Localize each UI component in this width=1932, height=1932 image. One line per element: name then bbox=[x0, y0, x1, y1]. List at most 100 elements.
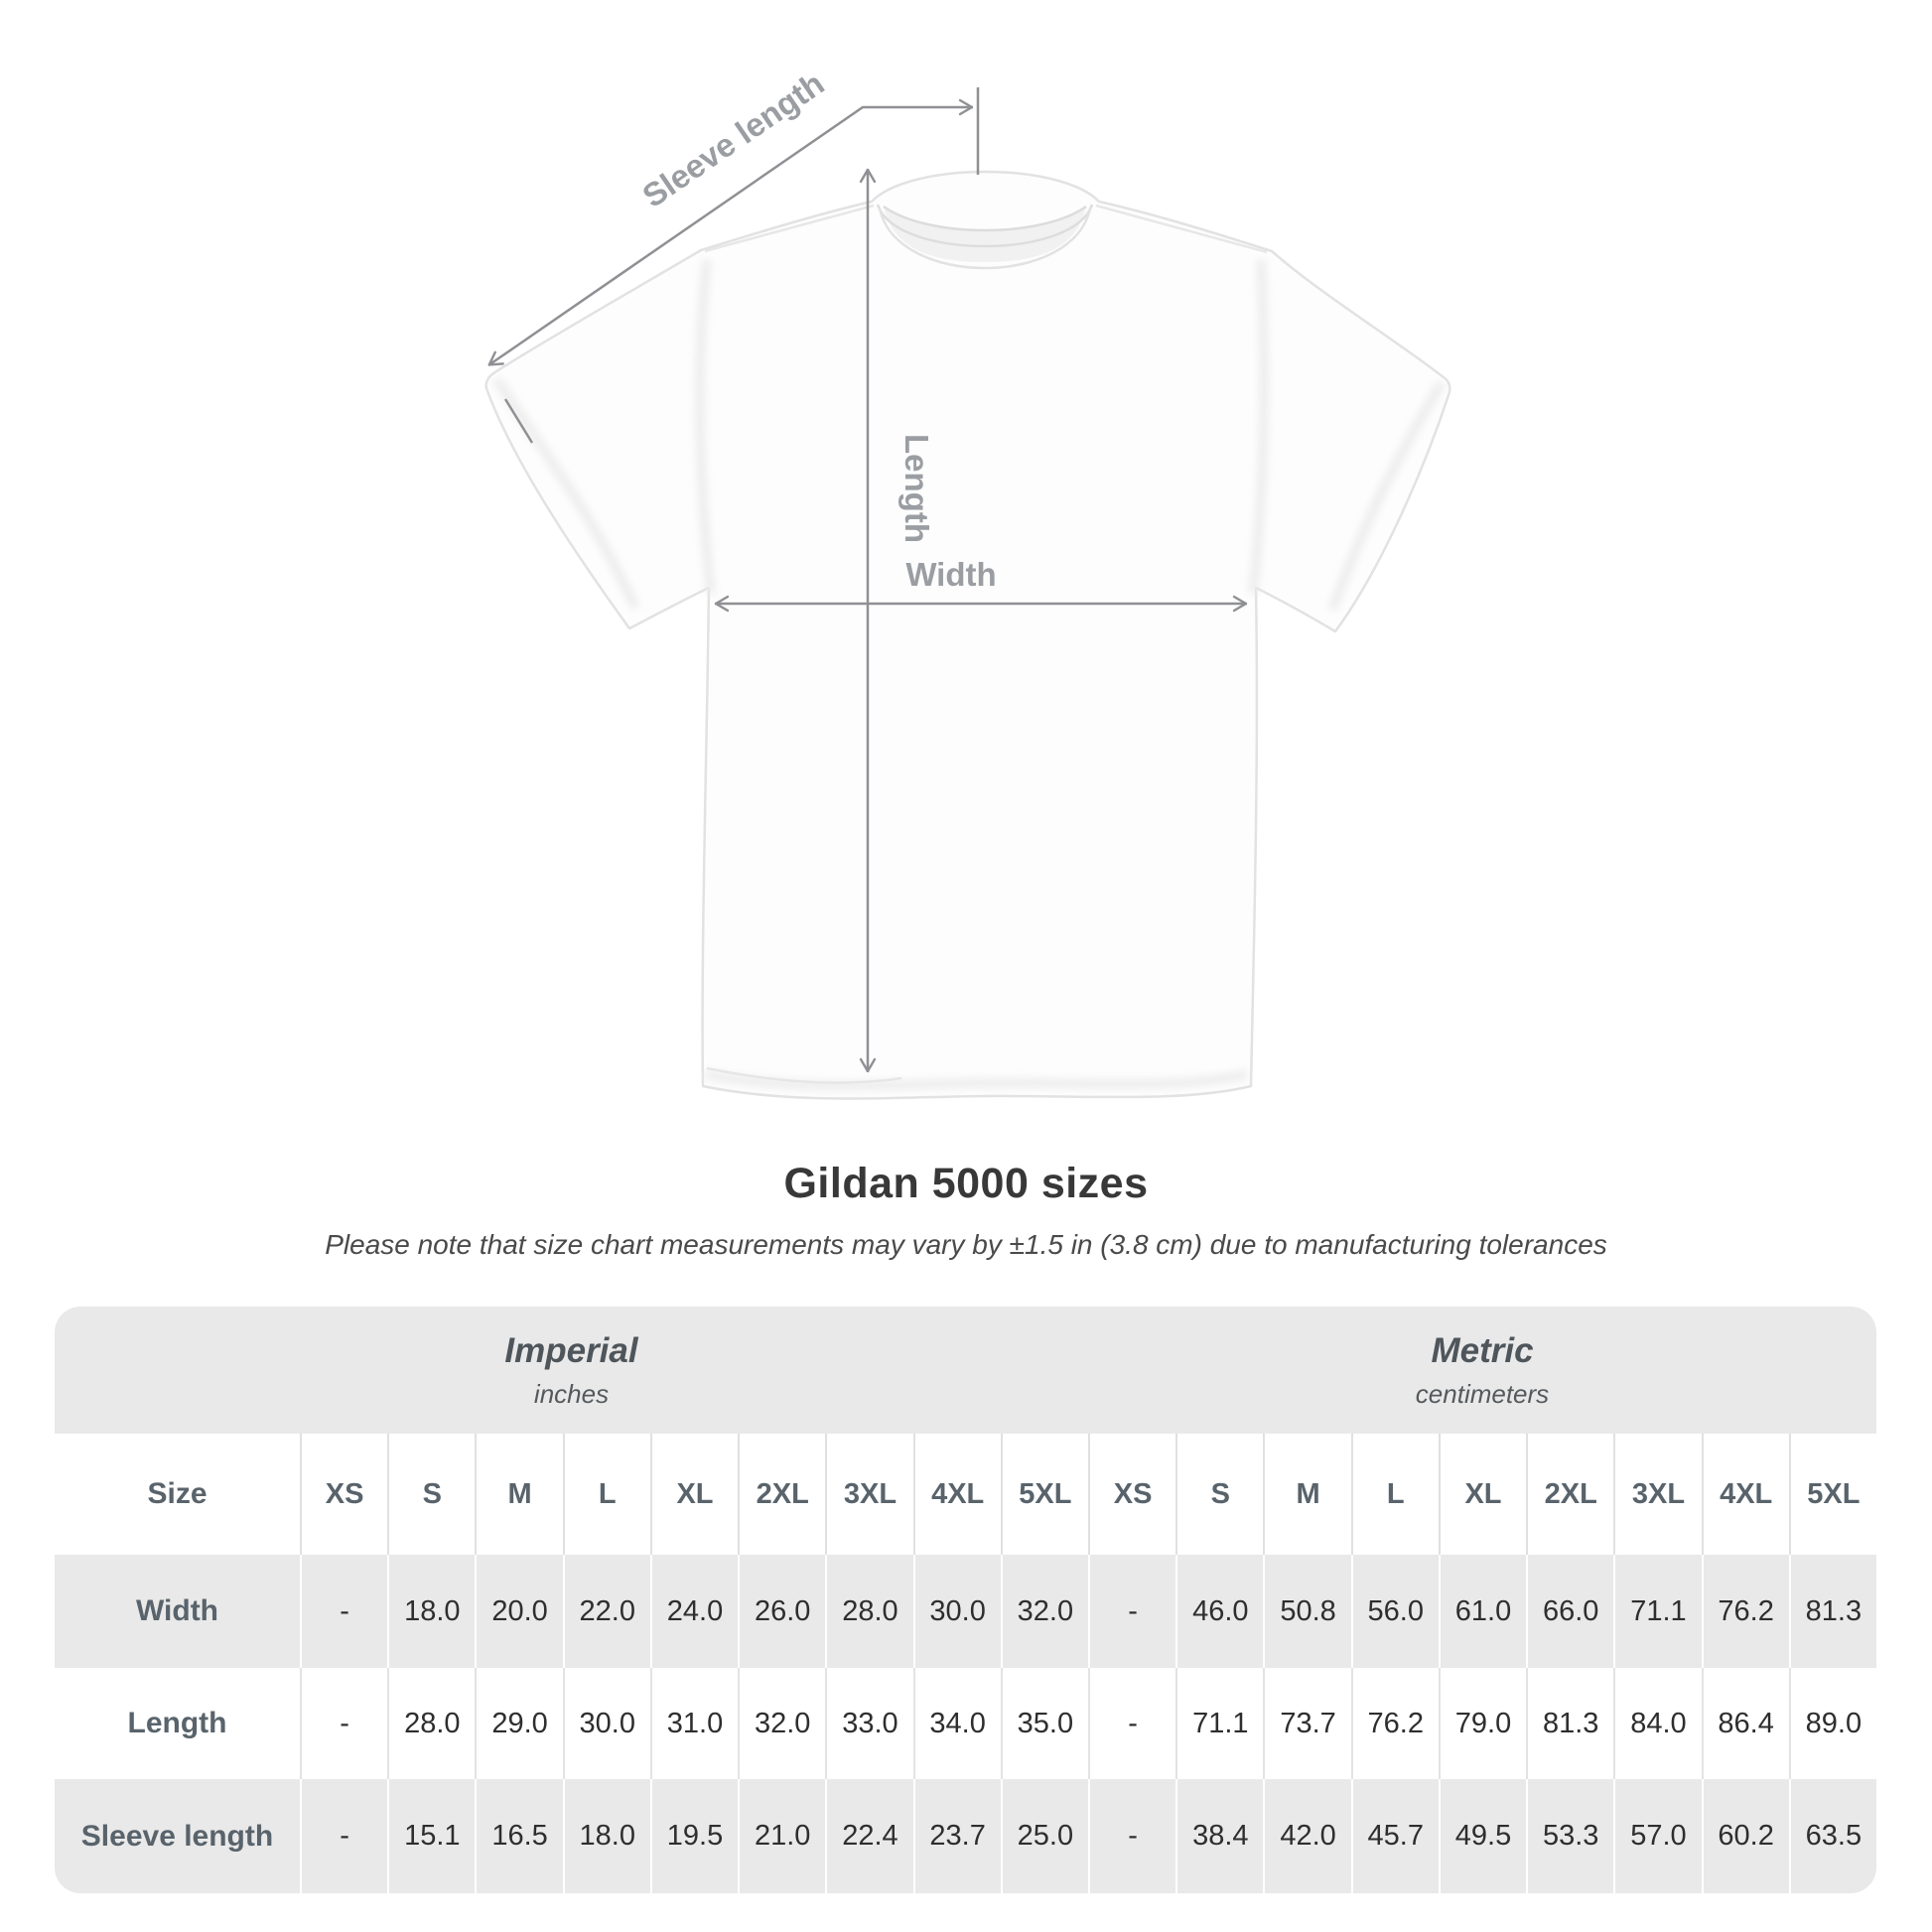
table-row-sleeve-length: Sleeve length - 15.1 16.5 18.0 19.5 21.0… bbox=[55, 1779, 1876, 1893]
hem-fold-line bbox=[706, 1066, 902, 1084]
table-cell: 84.0 bbox=[1613, 1668, 1701, 1779]
table-row-width: Width - 18.0 20.0 22.0 24.0 26.0 28.0 30… bbox=[55, 1555, 1876, 1668]
tshirt-measurement-diagram: Sleeve length Length Width bbox=[484, 65, 1451, 1100]
table-cell: 35.0 bbox=[1000, 1668, 1088, 1779]
page-subtitle: Please note that size chart measurements… bbox=[325, 1229, 1607, 1260]
table-cell: 73.7 bbox=[1263, 1668, 1350, 1779]
column-header: XL bbox=[649, 1434, 738, 1555]
unit-header-metric: Metric centimeters bbox=[1088, 1307, 1876, 1434]
column-header: S bbox=[1175, 1434, 1263, 1555]
table-cell: 71.1 bbox=[1613, 1555, 1701, 1668]
table-cell: 28.0 bbox=[825, 1555, 912, 1668]
metric-sublabel: centimeters bbox=[1415, 1378, 1550, 1409]
table-cell: 25.0 bbox=[1000, 1779, 1088, 1893]
size-column-header: Size bbox=[147, 1477, 207, 1510]
column-header: 5XL bbox=[1788, 1434, 1876, 1555]
table-cell: 16.5 bbox=[475, 1779, 562, 1893]
column-header: L bbox=[562, 1434, 650, 1555]
table-cell: 29.0 bbox=[475, 1668, 562, 1779]
metric-label: Metric bbox=[1431, 1330, 1534, 1370]
table-cell: - bbox=[300, 1668, 387, 1779]
measurement-annotations bbox=[487, 87, 1248, 1073]
table-cell: 76.2 bbox=[1701, 1555, 1789, 1668]
table-cell: 56.0 bbox=[1350, 1555, 1439, 1668]
table-cell: 45.7 bbox=[1350, 1779, 1439, 1893]
column-header: 3XL bbox=[825, 1434, 912, 1555]
table-cell: 31.0 bbox=[649, 1668, 738, 1779]
table-cell: 66.0 bbox=[1526, 1555, 1613, 1668]
row-label: Length bbox=[127, 1707, 227, 1739]
row-label: Width bbox=[135, 1594, 219, 1627]
table-cell: 86.4 bbox=[1701, 1668, 1789, 1779]
table-row-length: Length - 28.0 29.0 30.0 31.0 32.0 33.0 3… bbox=[55, 1668, 1876, 1779]
column-header: 4XL bbox=[1701, 1434, 1789, 1555]
size-header-row: Size XS S M L XL 2XL 3XL 4XL 5XL XS S M … bbox=[55, 1434, 1876, 1555]
table-cell: 42.0 bbox=[1263, 1779, 1350, 1893]
column-header: 5XL bbox=[1000, 1434, 1088, 1555]
table-cell: - bbox=[300, 1555, 387, 1668]
table-cell: - bbox=[300, 1779, 387, 1893]
table-cell: 30.0 bbox=[562, 1668, 650, 1779]
table-cell: 79.0 bbox=[1438, 1668, 1526, 1779]
table-cell: - bbox=[1087, 1555, 1175, 1668]
table-cell: 23.7 bbox=[912, 1779, 1001, 1893]
table-cell: - bbox=[1087, 1668, 1175, 1779]
table-cell: 81.3 bbox=[1788, 1555, 1876, 1668]
imperial-label: Imperial bbox=[504, 1330, 638, 1370]
imperial-sublabel: inches bbox=[533, 1378, 610, 1409]
table-cell: 32.0 bbox=[1000, 1555, 1088, 1668]
table-cell: 71.1 bbox=[1175, 1668, 1263, 1779]
column-header: XS bbox=[1087, 1434, 1175, 1555]
width-label: Width bbox=[905, 556, 996, 593]
table-cell: 34.0 bbox=[912, 1668, 1001, 1779]
table-cell: 63.5 bbox=[1788, 1779, 1876, 1893]
shoulder-seam-right bbox=[1095, 204, 1268, 254]
table-cell: 21.0 bbox=[738, 1779, 825, 1893]
column-header: XL bbox=[1438, 1434, 1526, 1555]
table-cell: 38.4 bbox=[1175, 1779, 1263, 1893]
table-cell: 19.5 bbox=[649, 1779, 738, 1893]
table-cell: 57.0 bbox=[1613, 1779, 1701, 1893]
table-cell: 24.0 bbox=[649, 1555, 738, 1668]
table-cell: 22.0 bbox=[562, 1555, 650, 1668]
column-header: M bbox=[1263, 1434, 1350, 1555]
page-title: Gildan 5000 sizes bbox=[783, 1160, 1149, 1207]
length-label: Length bbox=[898, 434, 935, 543]
size-table: Imperial inches Metric centimeters Size … bbox=[55, 1307, 1876, 1893]
sleeve-end-tick bbox=[503, 398, 534, 444]
table-cell: 60.2 bbox=[1701, 1779, 1789, 1893]
column-header: 4XL bbox=[912, 1434, 1001, 1555]
column-header: XS bbox=[300, 1434, 387, 1555]
table-cell: 49.5 bbox=[1438, 1779, 1526, 1893]
table-cell: 61.0 bbox=[1438, 1555, 1526, 1668]
column-header: M bbox=[475, 1434, 562, 1555]
unit-header-imperial: Imperial inches bbox=[55, 1307, 1088, 1434]
column-header: S bbox=[387, 1434, 475, 1555]
table-cell: 76.2 bbox=[1350, 1668, 1439, 1779]
table-cell: 18.0 bbox=[387, 1555, 475, 1668]
column-header: 2XL bbox=[738, 1434, 825, 1555]
table-cell: 33.0 bbox=[825, 1668, 912, 1779]
table-cell: 46.0 bbox=[1175, 1555, 1263, 1668]
table-cell: 22.4 bbox=[825, 1779, 912, 1893]
table-cell: 50.8 bbox=[1263, 1555, 1350, 1668]
table-cell: 81.3 bbox=[1526, 1668, 1613, 1779]
table-cell: 18.0 bbox=[562, 1779, 650, 1893]
sleeve-length-label: Sleeve length bbox=[635, 65, 830, 214]
table-cell: 15.1 bbox=[387, 1779, 475, 1893]
column-header: L bbox=[1350, 1434, 1439, 1555]
unit-header-row: Imperial inches Metric centimeters bbox=[55, 1307, 1876, 1434]
table-cell: 89.0 bbox=[1788, 1668, 1876, 1779]
table-cell: 53.3 bbox=[1526, 1779, 1613, 1893]
table-cell: 32.0 bbox=[738, 1668, 825, 1779]
column-header: 3XL bbox=[1613, 1434, 1701, 1555]
table-cell: 30.0 bbox=[912, 1555, 1001, 1668]
row-label: Sleeve length bbox=[80, 1819, 274, 1853]
table-cell: 28.0 bbox=[387, 1668, 475, 1779]
table-cell: 20.0 bbox=[475, 1555, 562, 1668]
sleeve-length-arrow bbox=[487, 98, 974, 367]
table-cell: 26.0 bbox=[738, 1555, 825, 1668]
table-cell: - bbox=[1087, 1779, 1175, 1893]
column-header: 2XL bbox=[1526, 1434, 1613, 1555]
